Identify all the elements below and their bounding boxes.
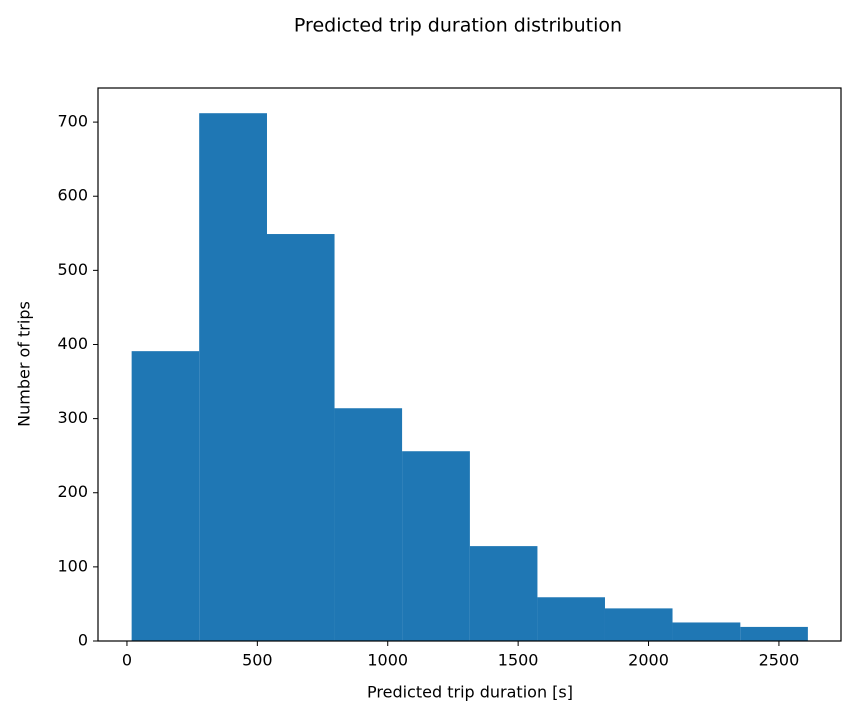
y-tick-label: 700 <box>57 112 88 131</box>
bar <box>672 622 741 641</box>
y-axis-label: Number of trips <box>15 301 34 427</box>
x-axis-label: Predicted trip duration [s] <box>367 683 573 702</box>
x-tick-label: 500 <box>242 651 273 670</box>
y-tick-label: 300 <box>57 408 88 427</box>
bar <box>334 408 403 641</box>
y-tick-label: 600 <box>57 186 88 205</box>
plot-area <box>131 113 808 642</box>
y-tick-label: 200 <box>57 482 88 501</box>
bar <box>199 113 267 642</box>
y-tick-label: 500 <box>57 260 88 279</box>
bar <box>266 234 335 641</box>
x-tick-label: 2000 <box>628 651 669 670</box>
x-tick-label: 1500 <box>498 651 539 670</box>
bar <box>402 451 470 641</box>
bar <box>469 546 538 641</box>
y-tick-label: 0 <box>78 631 88 650</box>
bar <box>740 626 808 641</box>
axes-frame <box>97 87 842 642</box>
chart-title: Predicted trip duration distribution <box>294 15 622 37</box>
y-tick-label: 400 <box>57 334 88 353</box>
x-tick-label: 2500 <box>759 651 800 670</box>
x-tick-label: 1000 <box>367 651 408 670</box>
x-tick-label: 0 <box>122 651 132 670</box>
bar <box>604 608 673 641</box>
bar <box>537 597 605 641</box>
bar <box>131 351 200 641</box>
y-tick-label: 100 <box>57 556 88 575</box>
